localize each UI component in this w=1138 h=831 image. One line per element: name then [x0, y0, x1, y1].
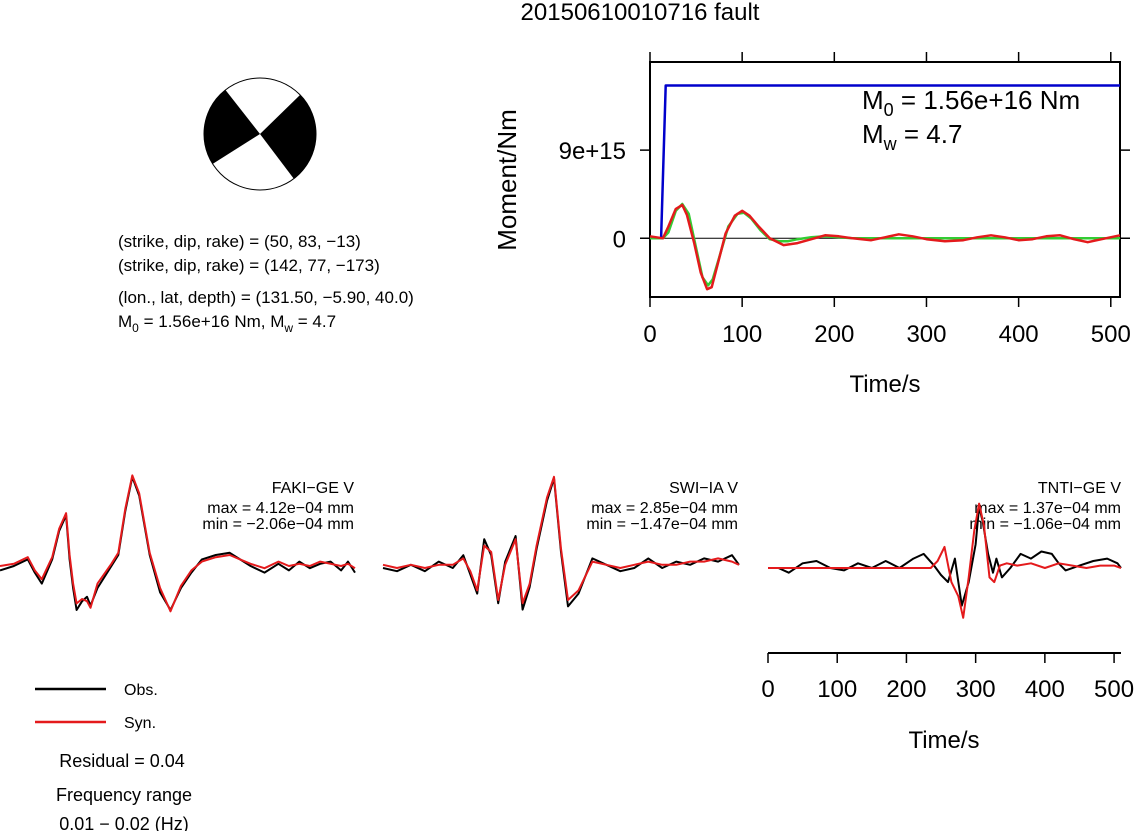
observed-waveform [768, 505, 1122, 607]
moment-x-tick-label: 100 [722, 321, 762, 348]
min-amplitude: min = −1.06e−04 mm [969, 516, 1121, 533]
legend-syn-label: Syn. [124, 715, 156, 732]
moment-x-tick-label: 500 [1091, 321, 1131, 348]
moment-plot: 0 100 200 300 400 500 0 9e+15 Moment/Nm Time/s… [492, 52, 1131, 398]
beachball-compressional-quadrant-west [203, 90, 260, 164]
waveform-x-tick-label: 200 [886, 676, 926, 703]
max-amplitude: max = 4.12e−04 mm [207, 500, 354, 517]
moment-rate-model-line [650, 202, 1120, 287]
waveform-x-tick-label: 500 [1094, 676, 1134, 703]
station-label: FAKI−GE V [272, 480, 355, 497]
moment-x-tick-label: 400 [999, 321, 1039, 348]
residual-text: Residual = 0.04 [59, 751, 185, 771]
moment-x-tick-label: 300 [906, 321, 946, 348]
min-amplitude: min = −2.06e−04 mm [202, 516, 354, 533]
nodal-plane-1: (strike, dip, rake) = (50, 83, −13) [118, 232, 361, 251]
moment-y-ticks: 0 9e+15 [559, 138, 1130, 253]
mechanism-parameters: (strike, dip, rake) = (50, 83, −13) (str… [118, 232, 414, 335]
figure-title: 20150610010716 fault [521, 0, 760, 26]
moment-x-ticks: 0 100 200 300 400 500 [643, 52, 1131, 348]
max-amplitude: max = 2.85e−04 mm [591, 500, 738, 517]
moment-x-tick-label: 0 [643, 321, 656, 348]
synthetic-waveform [768, 502, 1122, 619]
waveform-x-tick-label: 400 [1025, 676, 1065, 703]
frequency-range-value: 0.01 − 0.02 (Hz) [59, 814, 189, 831]
station-label: SWI−IA V [669, 480, 738, 497]
moment-x-axis-label: Time/s [849, 371, 920, 398]
waveform-panel-faki: FAKI−GE V max = 4.12e−04 mm min = −2.06e… [0, 474, 356, 613]
moment-y-axis-label: Moment/Nm [492, 109, 522, 251]
min-amplitude: min = −1.47e−04 mm [586, 516, 738, 533]
synthetic-waveform [382, 475, 740, 605]
moment-x-tick-label: 200 [814, 321, 854, 348]
waveform-panel-tnti: TNTI−GE V max = 1.37e−04 mm min = −1.06e… [768, 480, 1122, 619]
synthetic-waveform [0, 474, 356, 613]
waveform-time-axis: Time/s 0 100 200 300 400 500 [761, 652, 1134, 754]
moment-series-group [649, 84, 1121, 291]
legend-obs-label: Obs. [124, 682, 158, 699]
beachball-compressional-quadrant-east [260, 95, 317, 179]
location-depth: (lon., lat, depth) = (131.50, −5.90, 40.… [118, 288, 414, 307]
waveform-x-tick-label: 300 [956, 676, 996, 703]
moment-annotation-mw: Mw = 4.7 [862, 119, 962, 154]
waveform-x-tick-label: 100 [817, 676, 857, 703]
moment-magnitude-line: M0 = 1.56e+16 Nm, Mw = 4.7 [118, 312, 336, 335]
frequency-range-label: Frequency range [56, 785, 192, 805]
waveform-panel-swi: SWI−IA V max = 2.85e−04 mm min = −1.47e−… [382, 475, 740, 611]
moment-annotation-m0: M0 = 1.56e+16 Nm [862, 85, 1080, 120]
moment-rate-observed-line [649, 203, 1121, 291]
waveform-x-axis-label: Time/s [908, 727, 979, 754]
nodal-plane-2: (strike, dip, rake) = (142, 77, −173) [118, 256, 380, 275]
station-label: TNTI−GE V [1038, 480, 1121, 497]
legend: Obs. Syn. [35, 682, 158, 732]
beachball-focal-mechanism [203, 77, 317, 191]
moment-y-tick-label: 9e+15 [559, 138, 626, 165]
moment-plot-frame [649, 61, 1121, 298]
moment-y-tick-label: 0 [613, 226, 626, 253]
max-amplitude: max = 1.37e−04 mm [974, 500, 1121, 517]
waveform-x-tick-label: 0 [761, 676, 774, 703]
